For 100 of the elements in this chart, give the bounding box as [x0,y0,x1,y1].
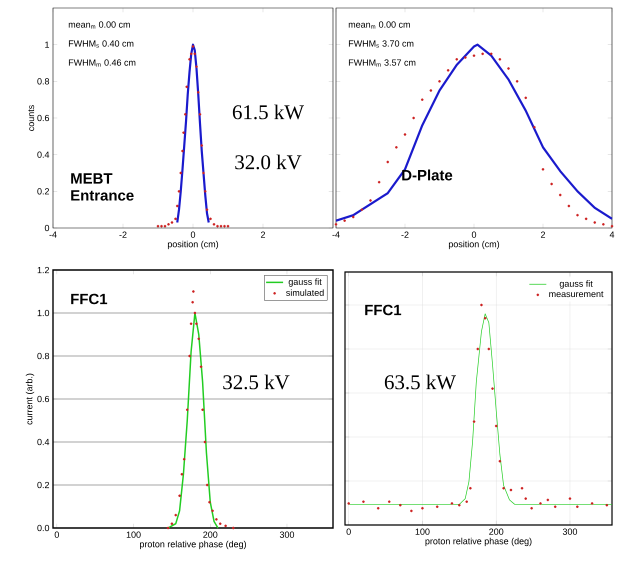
point [369,199,372,202]
point [576,214,579,216]
point [388,500,391,503]
point [170,522,174,525]
x-tick-label: 0 [346,528,351,535]
point [190,322,192,326]
point [185,86,188,88]
point [190,52,193,56]
x-tick-label: 4 [610,232,614,238]
annotation: 32.0 kV [235,154,302,170]
point [191,300,194,304]
point [188,58,191,61]
point [568,497,572,500]
point [430,89,432,92]
point [458,504,461,506]
x-tick-label: 300 [280,532,294,538]
point [516,80,518,83]
point [542,168,544,171]
point [215,518,218,521]
point [362,500,365,503]
point [220,224,222,228]
point [490,52,493,56]
point [170,221,174,224]
annotation: FWHM$_{s}$ 3.70 cm [348,40,414,48]
point [206,208,208,211]
point [491,387,494,390]
x-tick-label: 0 [54,532,59,538]
point [216,224,219,228]
point [412,116,415,120]
point [455,58,458,61]
point [602,223,605,226]
point [174,218,177,220]
point [395,146,398,149]
y-tick-label: 1.2 [38,266,50,274]
point [558,194,562,196]
point [464,56,467,59]
point [178,494,181,498]
point [182,131,185,134]
point [438,80,441,83]
x-axis-title: proton relative phase (deg) [426,538,532,546]
point [436,505,438,508]
point [472,54,476,57]
annotation: FWHM$_{s}$ 0.40 cm [68,40,134,48]
point [192,290,195,293]
point [360,208,364,211]
point [520,486,524,490]
point [204,190,207,193]
legend-label: gauss fit [560,280,593,289]
point [347,502,350,505]
point [194,312,196,314]
point [590,502,594,505]
point [530,506,533,510]
point [610,224,614,228]
x-axis-title: proton relative phase (deg) [140,540,246,550]
point [198,113,202,116]
x-tick-label: 2 [540,232,546,238]
annotation: FWHM$_{m}$ 3.57 cm [348,59,416,67]
point [502,486,505,490]
x-tick-label: 100 [126,532,141,538]
y-tick-label: 0.4 [37,151,50,158]
point [420,98,424,101]
y-tick-label: 0.6 [37,114,50,122]
point [554,505,557,508]
x-tick-label: -2 [401,232,409,238]
point [334,223,338,226]
point [539,502,542,505]
point [186,408,189,412]
point [524,497,528,500]
y-tick-label: 0.8 [37,78,50,85]
point [195,65,198,68]
point [223,224,226,228]
point [498,460,502,462]
point [178,190,180,193]
x-tick-label: 200 [489,528,504,535]
point [211,510,214,512]
annotation: FWHM$_{m}$ 0.46 cm [68,59,136,67]
point [480,304,483,306]
point [200,365,202,368]
y-tick-label: 0.2 [37,188,50,195]
point [164,224,166,228]
point [200,144,204,147]
point [224,524,227,528]
point [209,218,212,220]
annotation: FFC1 [365,304,402,316]
annotation: D-Plate [402,170,452,180]
y-tick-label: 0.8 [37,352,50,360]
point [533,126,536,128]
point [184,113,187,116]
y-tick-label: 1.0 [38,310,50,316]
point [343,219,346,222]
point [226,224,230,228]
point [404,133,406,136]
x-tick-label: 0 [472,232,476,238]
annotation: 61.5 kW [232,104,304,120]
point [593,221,596,224]
point [201,408,204,412]
x-tick-label: 100 [416,528,430,535]
point [568,204,570,208]
y-tick-label: 0 [44,224,50,232]
y-tick-label: 1 [45,42,50,48]
